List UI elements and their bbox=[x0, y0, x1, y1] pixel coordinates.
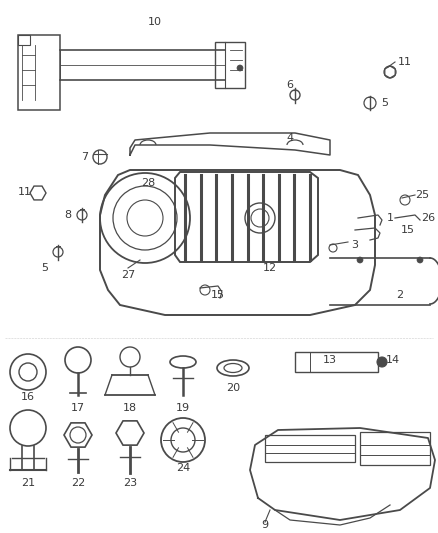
Text: 28: 28 bbox=[141, 178, 155, 188]
Text: 24: 24 bbox=[176, 463, 190, 473]
Text: 27: 27 bbox=[121, 270, 135, 280]
Text: 15: 15 bbox=[211, 290, 225, 300]
Text: 22: 22 bbox=[71, 478, 85, 488]
Text: 7: 7 bbox=[81, 152, 88, 162]
Text: 18: 18 bbox=[123, 403, 137, 413]
Text: 13: 13 bbox=[323, 355, 337, 365]
Text: 12: 12 bbox=[263, 263, 277, 273]
Text: 11: 11 bbox=[398, 57, 412, 67]
Text: 21: 21 bbox=[21, 478, 35, 488]
Text: 16: 16 bbox=[21, 392, 35, 402]
Circle shape bbox=[377, 357, 387, 367]
Text: 25: 25 bbox=[415, 190, 429, 200]
Text: 5: 5 bbox=[381, 98, 389, 108]
Text: 23: 23 bbox=[123, 478, 137, 488]
Text: 15: 15 bbox=[401, 225, 415, 235]
Text: 3: 3 bbox=[352, 240, 358, 250]
Text: 5: 5 bbox=[42, 263, 49, 273]
Text: 1: 1 bbox=[386, 213, 393, 223]
Text: 6: 6 bbox=[286, 80, 293, 90]
Text: 11: 11 bbox=[18, 187, 32, 197]
Text: 26: 26 bbox=[421, 213, 435, 223]
Text: 17: 17 bbox=[71, 403, 85, 413]
Text: 19: 19 bbox=[176, 403, 190, 413]
Text: 2: 2 bbox=[396, 290, 403, 300]
Circle shape bbox=[357, 257, 363, 263]
Text: 14: 14 bbox=[386, 355, 400, 365]
Text: 8: 8 bbox=[64, 210, 71, 220]
Text: 4: 4 bbox=[286, 133, 293, 143]
Text: 9: 9 bbox=[261, 520, 268, 530]
Circle shape bbox=[237, 65, 243, 71]
Text: 10: 10 bbox=[148, 17, 162, 27]
Text: 20: 20 bbox=[226, 383, 240, 393]
Circle shape bbox=[417, 257, 423, 263]
